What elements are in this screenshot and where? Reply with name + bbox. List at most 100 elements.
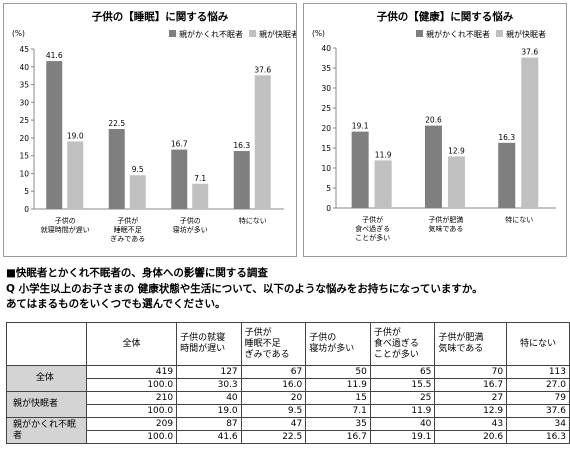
x-tick-label: 食べ過ぎる	[355, 224, 390, 233]
percent-cell: 12.9	[434, 404, 508, 418]
column-header-line: 子供が肥満	[438, 333, 484, 343]
data-label: 16.3	[233, 141, 250, 150]
legend-label: 親が快眠者	[506, 29, 546, 39]
x-tick-label: 子供が	[117, 216, 138, 225]
column-header-line: 子供の	[309, 333, 337, 343]
legend-label: 親がかくれ不眠者	[179, 29, 243, 39]
count-cell: 25	[369, 391, 436, 405]
percent-cell: 15.5	[369, 378, 436, 392]
table-row: 親が快眠者 210 40 20 15 25 27 79	[6, 391, 570, 418]
percent-cell: 11.9	[369, 404, 436, 418]
column-header-line: ことが多い	[373, 349, 419, 360]
column-header-line: 気味である	[438, 344, 484, 354]
y-tick-label: 40	[321, 44, 331, 53]
x-tick-label: 寝坊が多い	[173, 225, 208, 234]
count-cell: 419	[85, 365, 178, 379]
percent-cell: 16.3	[506, 430, 570, 444]
column-header: 特にない	[506, 322, 570, 366]
bar	[447, 156, 465, 208]
data-label: 11.9	[375, 150, 392, 159]
chart-title: 子供の【健康】に関する悩み	[377, 10, 514, 23]
data-label: 16.3	[498, 133, 515, 142]
data-label: 12.9	[448, 146, 465, 155]
column-header: 子供の 寝坊が多い	[305, 322, 371, 366]
column-header-line: 睡眠不足	[244, 338, 281, 349]
bar	[129, 175, 146, 209]
y-tick-label: 5	[326, 184, 331, 193]
table-row: 100.0 41.6 22.5 16.7 19.1 20.6 16.3	[7, 430, 570, 444]
data-label: 7.1	[194, 174, 206, 183]
legend-swatch	[249, 30, 256, 37]
column-header-line: ぎみである	[244, 349, 290, 360]
bar	[424, 125, 442, 208]
bar	[67, 141, 84, 209]
percent-cell: 30.3	[176, 378, 242, 392]
bar	[108, 129, 125, 209]
data-label: 37.6	[254, 65, 271, 74]
y-tick-label: 40	[19, 63, 29, 72]
x-tick-label: 子供の	[55, 216, 76, 225]
x-tick-label: 子供が	[362, 215, 383, 224]
data-label: 37.6	[521, 48, 538, 57]
x-tick-label: 気味である	[428, 224, 463, 233]
y-tick-label: 45	[19, 45, 29, 54]
count-cell: 15	[305, 391, 371, 405]
percent-cell: 27.0	[506, 378, 570, 392]
health-chart-panel: 子供の【健康】に関する悩み (%) 親がかくれ不眠者 親が快眠者 0 5 10 15 20 25 3…	[303, 3, 567, 257]
percent-cell: 16.0	[240, 378, 307, 392]
health-chart: 子供の【健康】に関する悩み (%) 親がかくれ不眠者 親が快眠者 0 5 10 15 20 25 3…	[312, 10, 556, 242]
percent-cell: 100.0	[85, 378, 178, 392]
percent-cell: 100.0	[85, 404, 178, 418]
bar	[351, 131, 369, 208]
x-tick-label: ぎみである	[110, 234, 145, 243]
percent-cell: 19.0	[176, 404, 242, 418]
y-tick-label: 0	[24, 205, 29, 214]
count-cell: 40	[176, 391, 242, 405]
sleep-chart: 子供の【睡眠】に関する悩み (%) 親がかくれ不眠者 親が快眠者 0 5 10 15 20 25 3…	[12, 10, 296, 243]
data-label: 41.6	[46, 51, 63, 60]
data-label: 9.5	[132, 165, 144, 174]
bar	[171, 149, 188, 209]
legend-swatch	[496, 30, 503, 37]
column-header: 子供の就寝 時間が遅い	[176, 322, 242, 366]
count-cell: 27	[434, 391, 508, 405]
y-axis-unit: (%)	[12, 29, 25, 38]
legend-swatch	[169, 30, 176, 37]
column-header-line: 時間が遅い	[180, 344, 226, 354]
count-cell: 40	[369, 417, 436, 431]
percent-cell: 20.6	[434, 430, 508, 444]
row-label: 全体	[6, 365, 87, 392]
column-header-line: 寝坊が多い	[309, 344, 355, 354]
table-header-row: 全体 子供の就寝 時間が遅い 子供が 睡眠不足 ぎみである 子供の 寝坊が多い 子供が 食べ過ぎる…	[6, 322, 570, 366]
column-header-line: 子供の就寝	[180, 333, 226, 343]
row-label: 親が快眠者	[6, 391, 87, 418]
x-tick-label: ことが多い	[355, 233, 390, 242]
survey-question-line-1: Q 小学生以上のお子さまの 健康状態や生活について、以下のような悩みをお持ちにな…	[6, 283, 483, 295]
column-header: 子供が 睡眠不足 ぎみである	[240, 322, 307, 366]
column-header-line: 食べ過ぎる	[373, 338, 419, 349]
percent-cell: 37.6	[506, 404, 570, 418]
table-row: 全体 419 127 67 50 65 70 113	[6, 365, 570, 392]
data-label: 22.5	[108, 119, 125, 128]
y-tick-label: 10	[19, 169, 29, 178]
column-header-line: 子供が	[373, 327, 401, 338]
x-tick-label: 就寝時間が遅い	[41, 225, 90, 234]
count-cell: 47	[240, 417, 307, 431]
x-tick-label: 特にない	[505, 215, 533, 224]
bar	[498, 142, 516, 208]
percent-cell: 41.6	[176, 430, 242, 444]
survey-question-line-2: あてはまるものをいくつでも選んでください。	[6, 298, 226, 310]
count-cell: 209	[85, 417, 178, 431]
percent-cell: 9.5	[240, 404, 307, 418]
table-row: 親がかくれ不眠者 209 87 47 35 40 43 34	[6, 417, 570, 444]
y-tick-label: 20	[19, 134, 29, 143]
results-table: 全体 子供の就寝 時間が遅い 子供が 睡眠不足 ぎみである 子供の 寝坊が多い 子供が 食べ過ぎる…	[6, 322, 570, 444]
percent-cell: 100.0	[85, 430, 178, 444]
data-label: 16.7	[171, 140, 188, 149]
y-tick-label: 35	[19, 81, 29, 90]
count-cell: 113	[506, 365, 570, 379]
count-cell: 127	[176, 365, 242, 379]
count-cell: 35	[305, 417, 371, 431]
column-header-line: 全体	[122, 338, 141, 349]
